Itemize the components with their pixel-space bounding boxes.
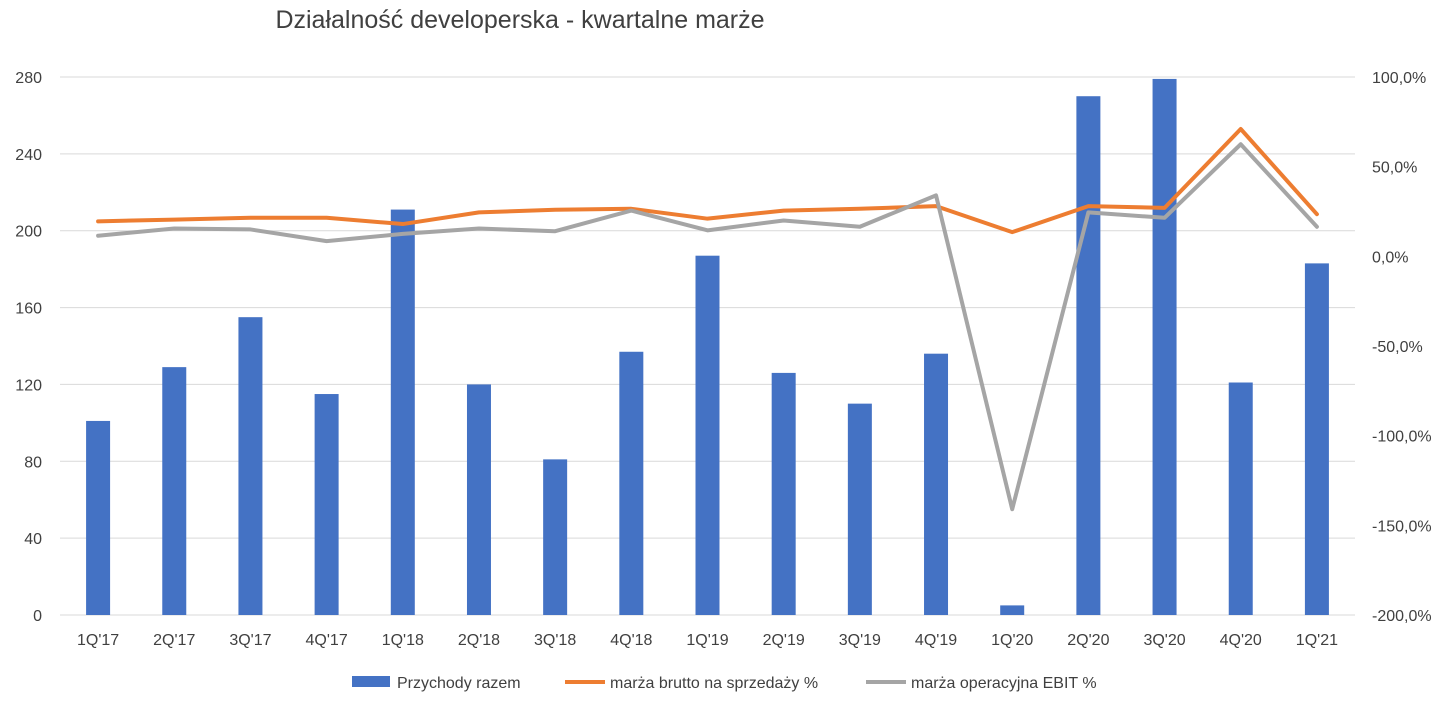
revenue-bar xyxy=(162,367,187,615)
left-axis-tick-label: 280 xyxy=(15,70,42,87)
revenue-bar xyxy=(86,420,111,615)
x-axis-tick-label: 1Q'21 xyxy=(1296,632,1338,649)
legend-label: marża operacyjna EBIT % xyxy=(911,675,1097,692)
left-axis-tick-label: 200 xyxy=(15,224,42,241)
revenue-bar xyxy=(1076,96,1101,615)
x-axis-tick-label: 1Q'20 xyxy=(991,632,1033,649)
revenue-bar xyxy=(1228,382,1253,615)
revenue-bar xyxy=(314,394,339,615)
right-axis-tick-label: 100,0% xyxy=(1372,70,1426,87)
right-axis-tick-label: -100,0% xyxy=(1372,429,1432,446)
ebit-margin-line xyxy=(96,142,1319,512)
right-axis-tick-label: 0,0% xyxy=(1372,249,1408,266)
revenue-bar xyxy=(238,317,263,615)
revenue-bar xyxy=(1152,78,1177,615)
revenue-bar xyxy=(466,384,491,615)
left-axis-tick-label: 240 xyxy=(15,147,42,164)
x-axis-tick-label: 1Q'19 xyxy=(686,632,728,649)
revenue-bar xyxy=(619,351,644,615)
left-axis-tick-label: 40 xyxy=(24,531,42,548)
revenue-bar xyxy=(543,459,568,615)
right-axis-tick-label: 50,0% xyxy=(1372,160,1417,177)
legend-label: Przychody razem xyxy=(397,675,521,692)
legend-swatch-bar xyxy=(352,676,390,687)
x-axis-tick-label: 3Q'17 xyxy=(229,632,271,649)
left-axis-tick-label: 80 xyxy=(24,454,42,471)
left-axis-tick-label: 160 xyxy=(15,301,42,318)
x-axis-tick-label: 2Q'20 xyxy=(1067,632,1109,649)
x-axis-tick-label: 2Q'18 xyxy=(458,632,500,649)
revenue-bar xyxy=(1000,605,1025,615)
x-axis-tick-label: 4Q'17 xyxy=(306,632,348,649)
right-axis-tick-label: -150,0% xyxy=(1372,518,1432,535)
x-axis-tick-label: 2Q'19 xyxy=(763,632,805,649)
x-axis-tick-label: 1Q'17 xyxy=(77,632,119,649)
revenue-bar xyxy=(695,255,720,615)
revenue-bar xyxy=(1304,263,1329,615)
x-axis-tick-label: 1Q'18 xyxy=(382,632,424,649)
legend-label: marża brutto na sprzedaży % xyxy=(610,675,818,692)
revenue-bar xyxy=(847,403,872,615)
right-axis-tick-label: -200,0% xyxy=(1372,608,1432,625)
right-axis-tick-label: -50,0% xyxy=(1372,339,1423,356)
revenue-bar xyxy=(771,372,796,615)
x-axis-tick-label: 2Q'17 xyxy=(153,632,195,649)
chart-title: Działalność developerska - kwartalne mar… xyxy=(275,6,765,34)
x-axis-tick-label: 3Q'20 xyxy=(1143,632,1185,649)
x-axis-tick-label: 3Q'19 xyxy=(839,632,881,649)
revenue-bar xyxy=(390,209,415,616)
x-axis-tick-label: 4Q'18 xyxy=(610,632,652,649)
x-axis-tick-label: 4Q'20 xyxy=(1220,632,1262,649)
gross-margin-line xyxy=(96,127,1319,235)
left-axis-tick-label: 0 xyxy=(33,608,42,625)
revenue-bar xyxy=(924,353,949,615)
left-axis-tick-label: 120 xyxy=(15,377,42,394)
x-axis-tick-label: 4Q'19 xyxy=(915,632,957,649)
x-axis-tick-label: 3Q'18 xyxy=(534,632,576,649)
